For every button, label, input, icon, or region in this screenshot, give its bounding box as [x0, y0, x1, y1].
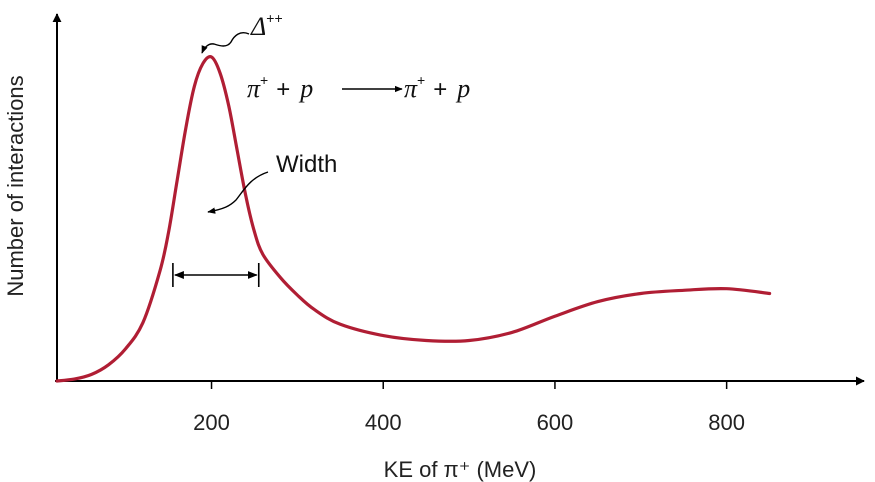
reaction-lhs-pi-sup: +: [260, 72, 268, 88]
reaction-rhs: π+ + p: [404, 72, 470, 103]
peak-annotation: Δ++: [201, 10, 283, 54]
peak-label-superscript: ++: [266, 10, 282, 26]
peak-label: Δ++: [250, 10, 283, 41]
x-tick-label-800: 800: [708, 410, 745, 435]
reaction-rhs-pi: π: [404, 74, 418, 103]
reaction-plus-1: +: [276, 76, 290, 103]
reaction-lhs-p: p: [298, 74, 313, 103]
reaction-rhs-p: p: [455, 74, 470, 103]
x-tick-label-600: 600: [537, 410, 574, 435]
reaction-lhs: π+ + p: [247, 72, 313, 103]
width-annotation: Width: [172, 151, 337, 287]
reaction-lhs-pi: π: [247, 74, 261, 103]
width-label: Width: [276, 151, 337, 178]
reaction-equation: π+ + p π+ + p: [247, 72, 470, 103]
peak-leader-line: [201, 32, 250, 54]
y-axis-title: Number of interactions: [3, 75, 28, 296]
reaction-rhs-pi-sup: +: [417, 72, 425, 88]
x-tick-group: 200 400 600 800: [193, 381, 745, 435]
width-leader-line: [207, 171, 269, 214]
x-tick-label-400: 400: [365, 410, 402, 435]
x-tick-label-200: 200: [193, 410, 230, 435]
peak-label-delta: Δ: [250, 12, 266, 41]
x-axis-title: KE of π⁺ (MeV): [384, 457, 537, 482]
series-curve: [55, 55, 772, 383]
reaction-plus-2: +: [433, 76, 447, 103]
